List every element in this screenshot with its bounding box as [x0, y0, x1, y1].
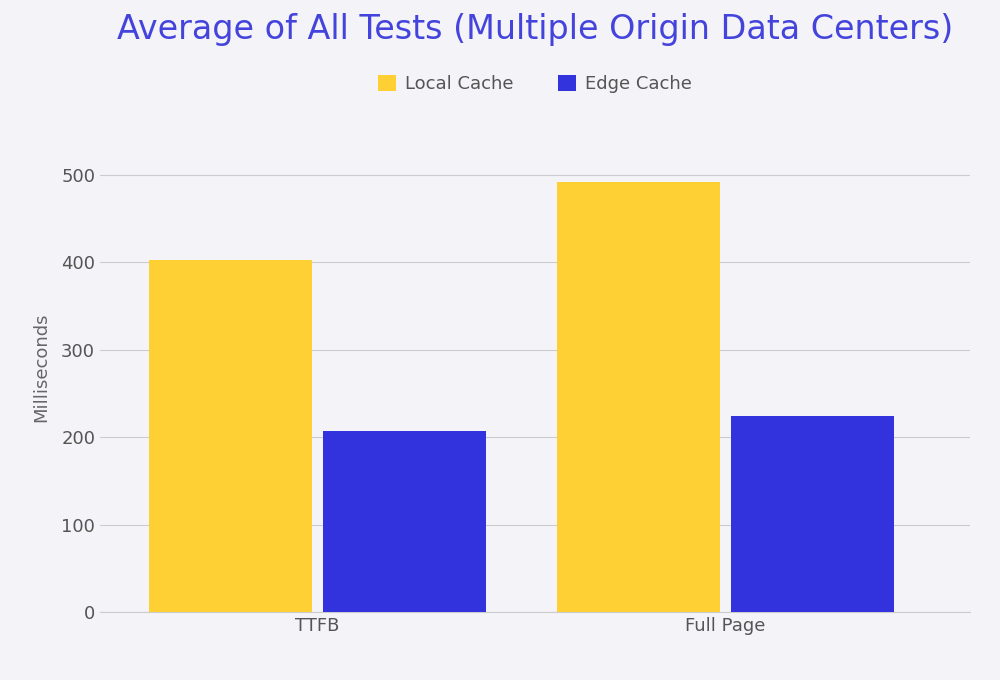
- Bar: [149, 260, 312, 612]
- Bar: [323, 431, 486, 612]
- Legend: Local Cache, Edge Cache: Local Cache, Edge Cache: [370, 68, 700, 101]
- Y-axis label: Milliseconds: Milliseconds: [32, 312, 50, 422]
- Bar: [557, 182, 720, 612]
- Title: Average of All Tests (Multiple Origin Data Centers): Average of All Tests (Multiple Origin Da…: [117, 13, 953, 46]
- Bar: [731, 416, 894, 612]
